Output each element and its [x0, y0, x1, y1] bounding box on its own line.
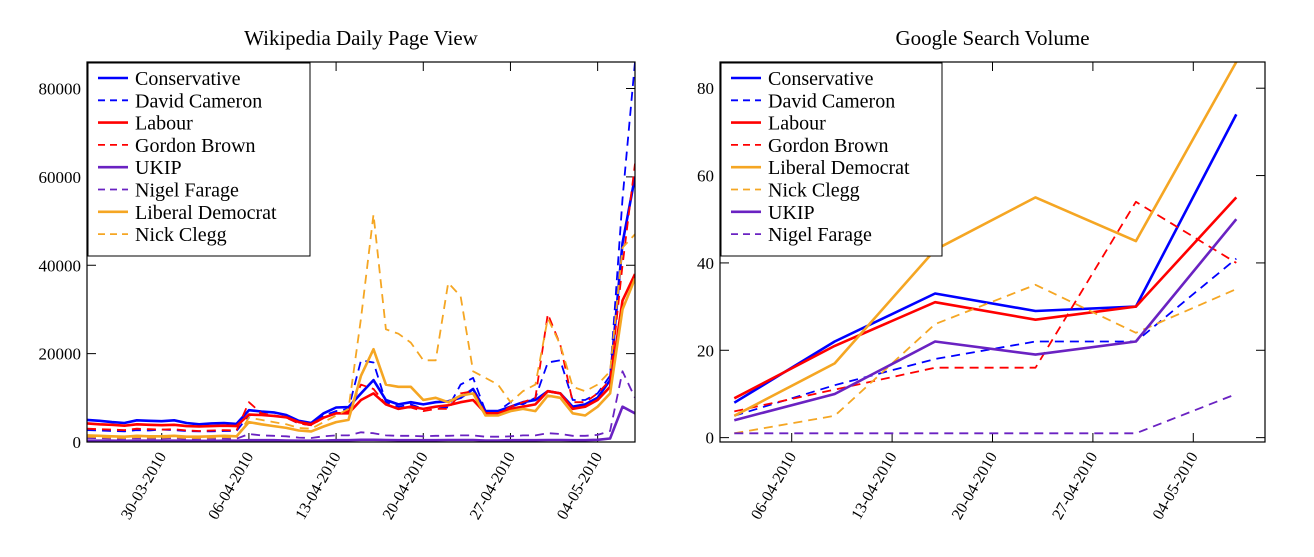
series-line-nick-clegg: [87, 213, 635, 439]
plot-frame: [86, 61, 636, 443]
y-tick-label: 60: [697, 167, 714, 186]
chart-wikipedia: Wikipedia Daily Page View 0 20000 40000 6000…: [39, 26, 636, 523]
series-line-gordon-brown: [734, 200, 1237, 413]
legend-entry: Labour: [768, 113, 826, 135]
chart-title: Google Search Volume: [895, 26, 1089, 50]
x-tick-label: 04-05-2010: [1150, 450, 1202, 523]
legend-entry: Nigel Farage: [135, 180, 239, 202]
legend-entry: Gordon Brown: [135, 135, 256, 157]
x-tick-label: 06-04-2010: [748, 450, 800, 523]
y-tick-label: 40000: [39, 256, 82, 275]
x-tick-label: 20-04-2010: [380, 450, 432, 523]
y-tick-label: 0: [73, 433, 82, 452]
series-line-labour: [733, 196, 1238, 400]
series-line-liberal-democrat: [733, 62, 1238, 417]
legend-entry: Gordon Brown: [768, 135, 889, 157]
series-lines: [87, 62, 635, 442]
y-tick-label: 80000: [39, 80, 82, 99]
series-line-conservative: [733, 113, 1238, 404]
legend-entry: David Cameron: [768, 90, 895, 112]
y-tick-label: 80: [697, 79, 714, 98]
x-tick-label: 27-04-2010: [1049, 450, 1101, 523]
chart-google: Google Search Volume 0 20 40 60 80 06-04-2010 1…: [697, 26, 1266, 523]
legend-entry: Liberal Democrat: [768, 157, 910, 179]
series-line-nick-clegg: [734, 283, 1237, 435]
series-line-gordon-brown: [87, 163, 635, 432]
legend-entry: Conservative: [768, 68, 874, 90]
y-tick-label: 60000: [39, 168, 82, 187]
x-tick-label: 30-03-2010: [118, 450, 170, 523]
series-line-nigel-farage: [734, 393, 1237, 435]
x-tick-label: 13-04-2010: [293, 450, 345, 523]
series-line-liberal-democrat: [87, 278, 635, 439]
legend-entry: UKIP: [768, 202, 815, 224]
y-tick-label: 40: [697, 254, 714, 273]
plot-frame: [719, 61, 1266, 443]
legend-entry: UKIP: [135, 157, 182, 179]
x-tick-label: 06-04-2010: [205, 450, 257, 523]
x-tick-label: 04-05-2010: [554, 450, 606, 523]
legend-entry: Conservative: [135, 68, 241, 90]
x-tick-label: 27-04-2010: [467, 450, 519, 523]
x-tick-label: 20-04-2010: [949, 450, 1001, 523]
legend-entry: David Cameron: [135, 90, 262, 112]
legend-entry: Nigel Farage: [768, 224, 872, 246]
chart-title: Wikipedia Daily Page View: [244, 26, 479, 50]
series-line-ukip: [733, 218, 1238, 422]
legend-entry: Nick Clegg: [768, 180, 860, 202]
legend-entry: Labour: [135, 113, 193, 135]
series-line-nigel-farage: [87, 370, 635, 440]
legend-box: [720, 62, 943, 257]
y-tick-label: 20000: [39, 345, 82, 364]
legend-entry: Liberal Democrat: [135, 202, 277, 224]
legend-box: [87, 62, 311, 257]
series-line-labour: [87, 273, 635, 428]
series-line-david-cameron: [734, 257, 1237, 417]
series-line-ukip: [87, 405, 635, 442]
legend-entry: Nick Clegg: [135, 224, 227, 246]
y-tick-label: 20: [697, 341, 714, 360]
y-tick-label: 0: [706, 429, 715, 448]
series-lines: [733, 62, 1238, 435]
x-tick-label: 13-04-2010: [849, 450, 901, 523]
